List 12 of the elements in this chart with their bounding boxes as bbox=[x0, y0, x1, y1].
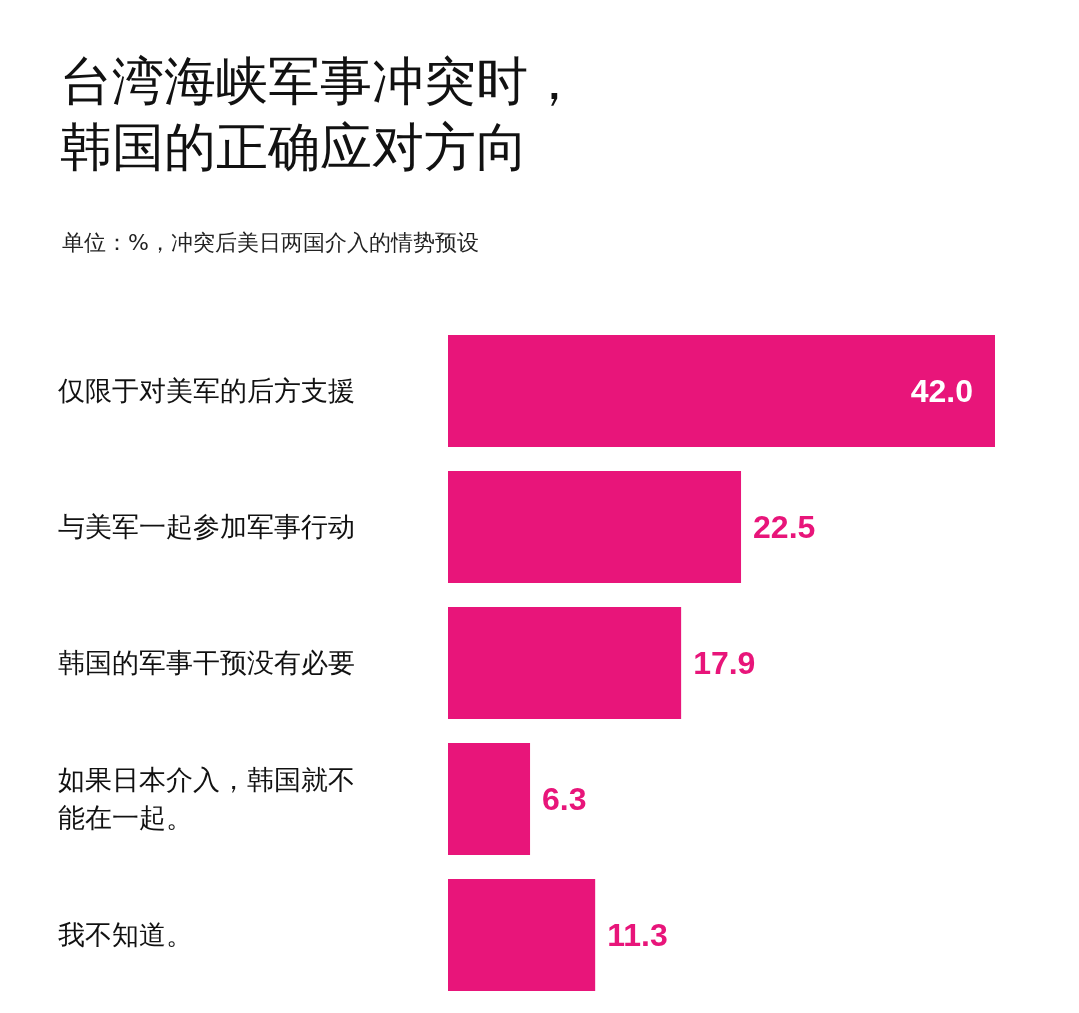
data-label: 42.0 bbox=[910, 373, 973, 409]
text: 单位：%，冲突后美日两国介入的情势预设 bbox=[62, 229, 479, 257]
data-label: 11.3 bbox=[607, 917, 668, 953]
y-tick-label: 我不知道。 bbox=[58, 918, 194, 952]
data-label: 22.5 bbox=[753, 509, 816, 545]
y-tick-label: 与美军一起参加军事行动 bbox=[58, 510, 356, 544]
y-tick-label: 韩国的军事干预没有必要 bbox=[58, 646, 356, 680]
data-label: 17.9 bbox=[693, 645, 756, 681]
y-tick-label: 仅限于对美军的后方支援 bbox=[58, 374, 356, 408]
data-label: 6.3 bbox=[542, 781, 587, 817]
y-tick-label: 如果日本介入，韩国就不能在一起。 bbox=[58, 763, 356, 835]
chart-title: 台湾海峡军事冲突时，韩国的正确应对方向 bbox=[60, 50, 581, 179]
